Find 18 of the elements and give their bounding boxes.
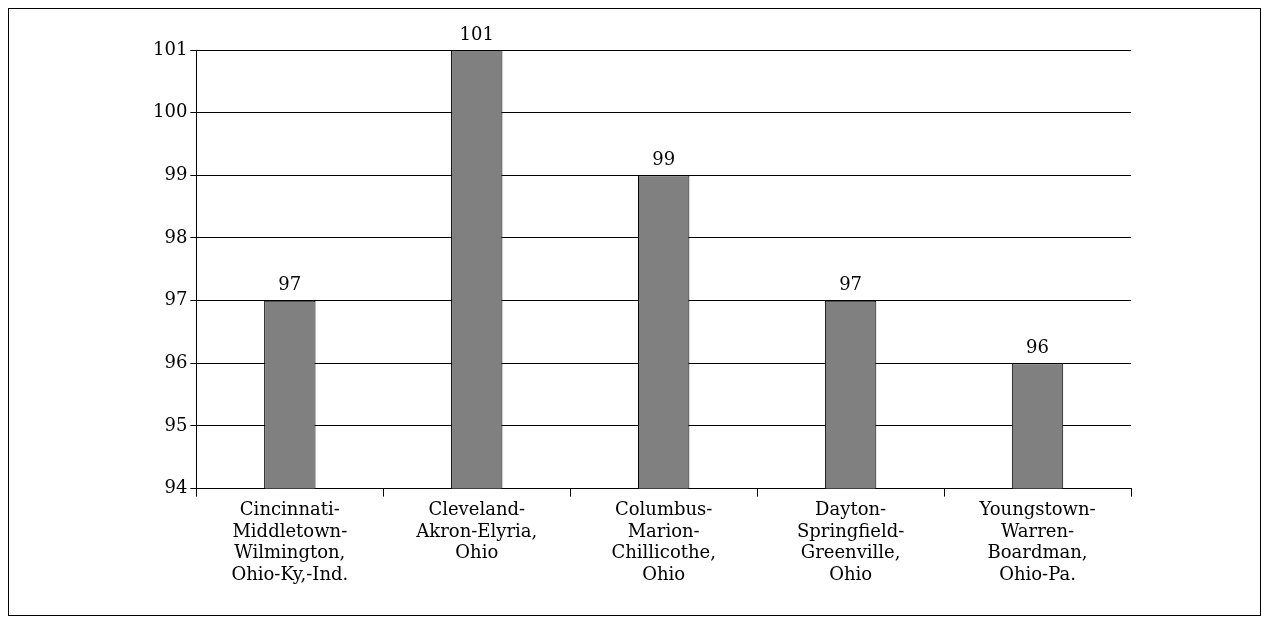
x-tick-label: Cleveland-Akron-Elyria, Ohio <box>415 498 538 563</box>
x-tick-label: Cincinnati-Middletown-Wilmington, Ohio-Ky,-Ind. <box>231 498 349 584</box>
y-tick-label: 97 <box>164 288 188 310</box>
y-tick-label: 99 <box>164 162 188 184</box>
y-tick-label: 101 <box>153 37 188 59</box>
y-tick-label: 98 <box>164 225 188 247</box>
data-label: 101 <box>459 22 494 44</box>
data-label: 96 <box>1026 335 1049 357</box>
data-label: 97 <box>839 273 863 295</box>
x-tick-label: Dayton-Springfield-Greenville, Ohio <box>796 498 905 584</box>
y-tick-label: 96 <box>164 350 188 372</box>
data-label: 97 <box>278 273 302 295</box>
x-tick-label: Youngstown-Warren-Boardman, Ohio-Pa. <box>978 498 1096 584</box>
y-tick-label: 100 <box>153 100 188 122</box>
data-label: 99 <box>652 147 676 169</box>
x-tick-label: Columbus-Marion-Chillicothe, Ohio <box>611 498 716 584</box>
y-tick-label: 94 <box>164 476 188 498</box>
y-tick-label: 95 <box>164 413 188 435</box>
